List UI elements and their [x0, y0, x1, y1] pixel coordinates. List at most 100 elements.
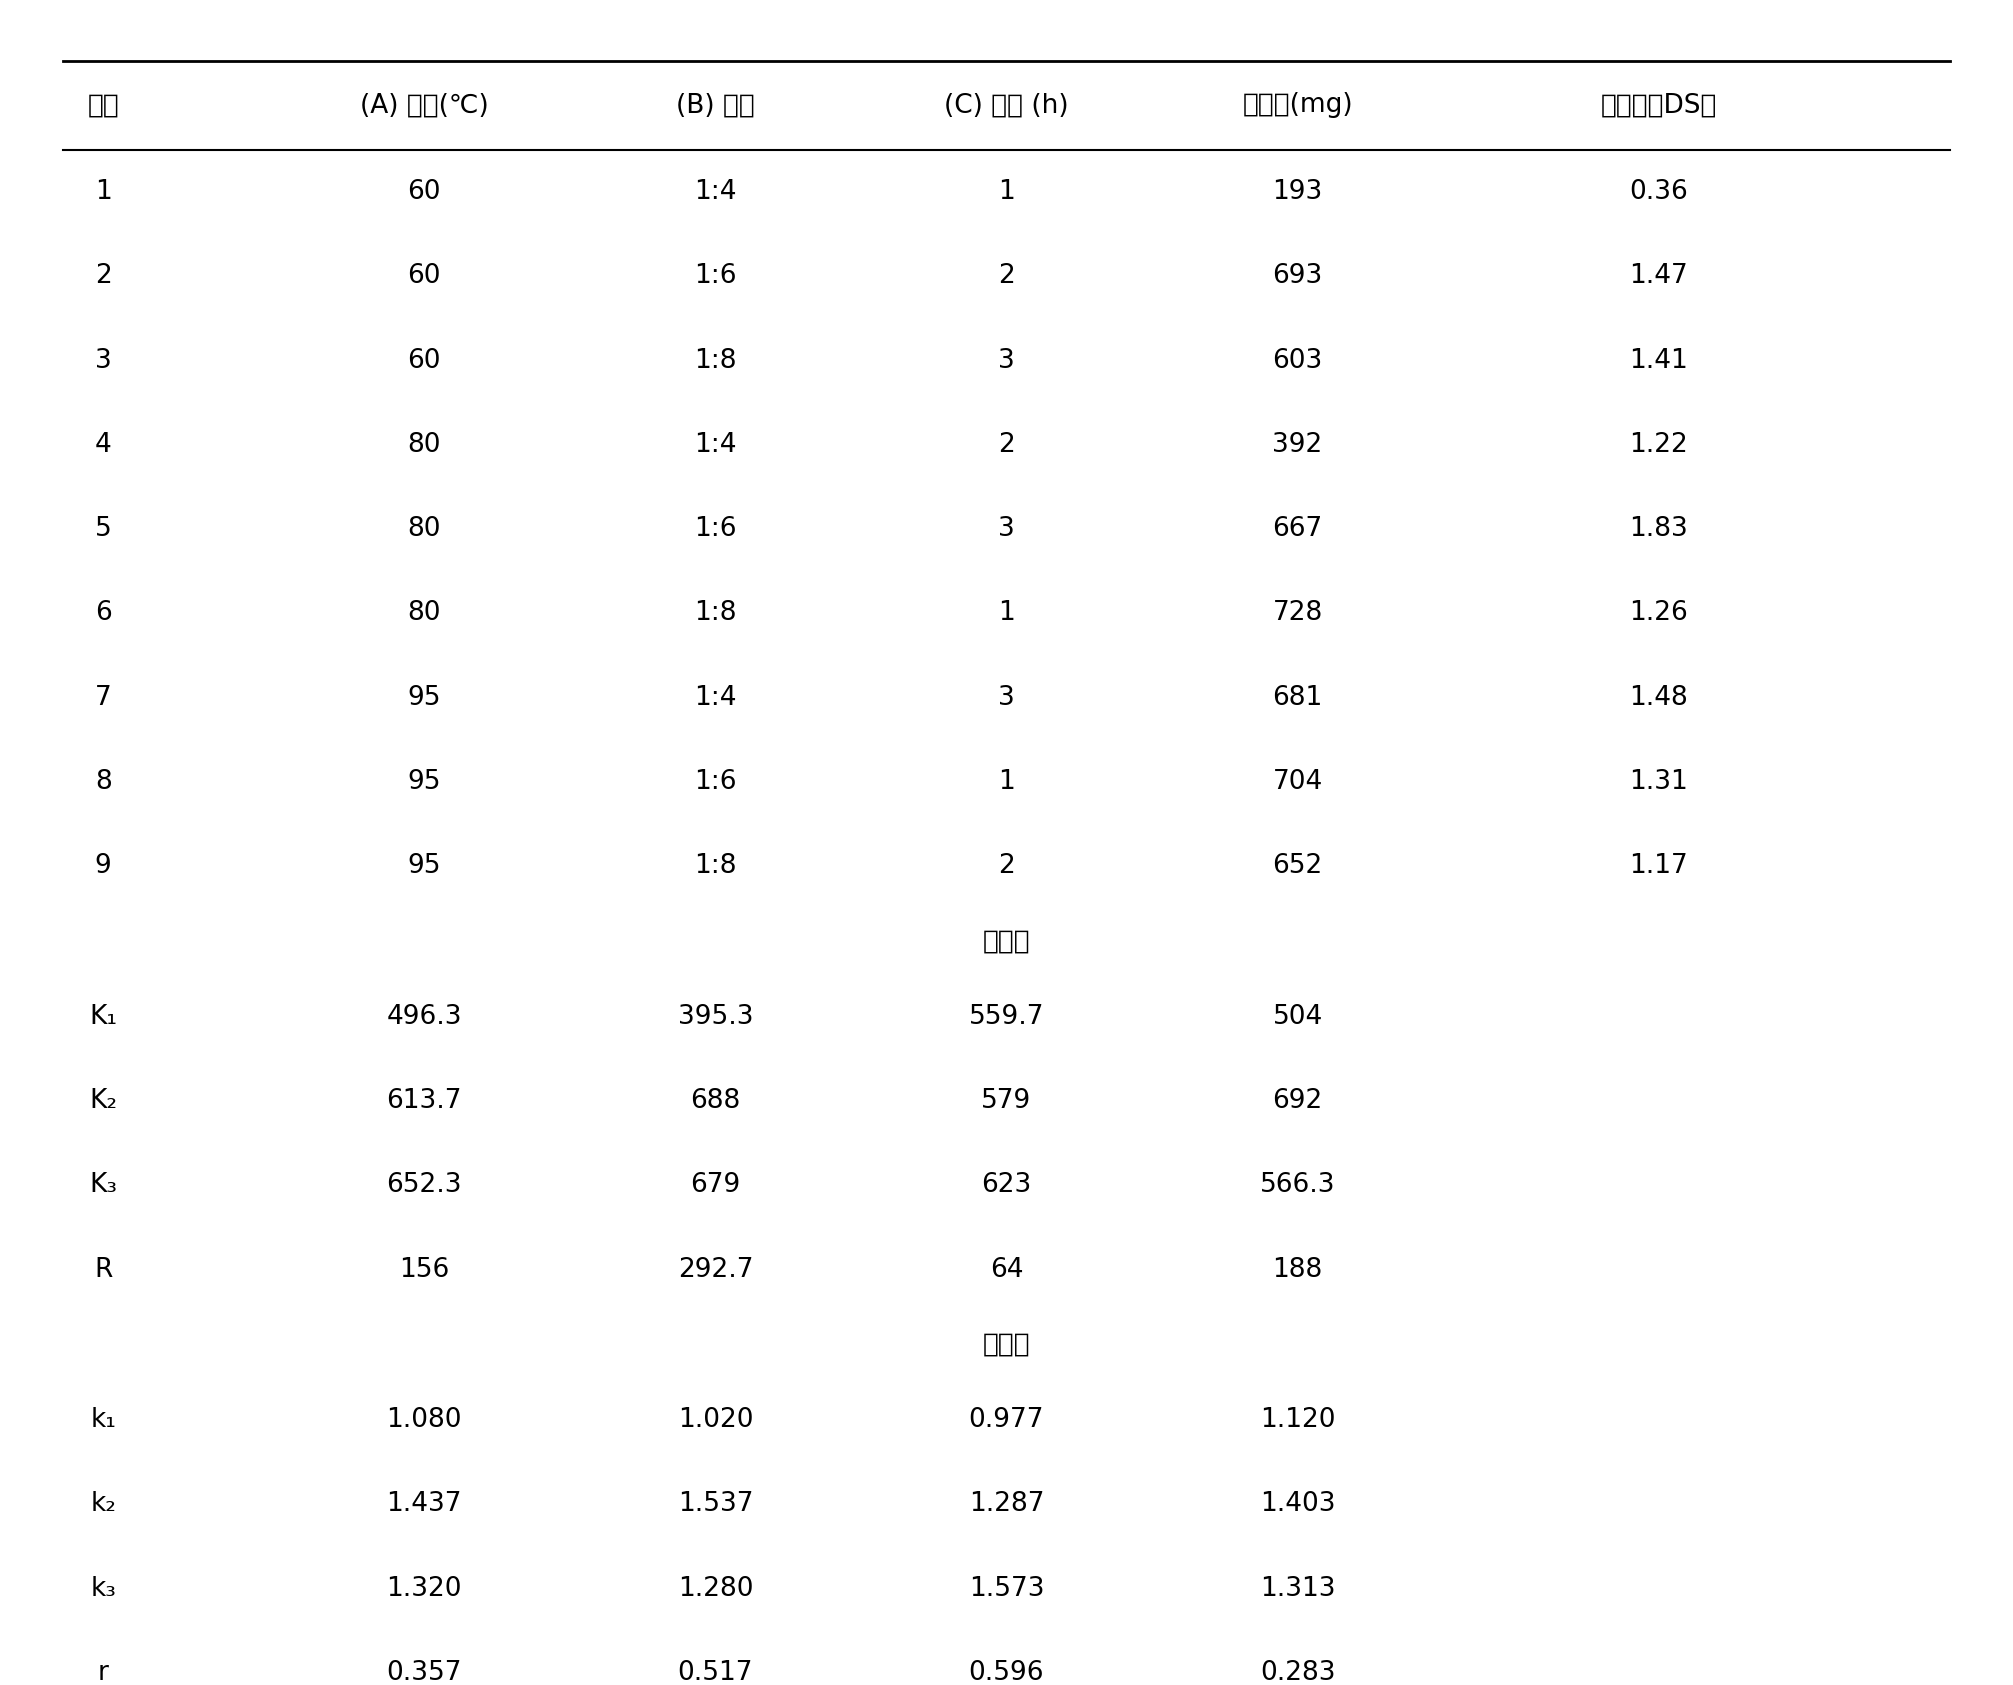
Text: 193: 193	[1272, 179, 1323, 206]
Text: 1:4: 1:4	[694, 684, 737, 711]
Text: 679: 679	[690, 1173, 741, 1198]
Text: 0.596: 0.596	[968, 1660, 1045, 1685]
Text: 688: 688	[690, 1089, 741, 1114]
Text: 1.403: 1.403	[1260, 1491, 1335, 1518]
Text: 681: 681	[1272, 684, 1323, 711]
Text: R: R	[95, 1257, 113, 1282]
Text: 2: 2	[998, 263, 1015, 290]
Text: k₂: k₂	[91, 1491, 117, 1518]
Text: 1.22: 1.22	[1631, 431, 1689, 458]
Text: 0.357: 0.357	[386, 1660, 463, 1685]
Text: 652: 652	[1272, 853, 1323, 880]
Text: 1:8: 1:8	[694, 347, 737, 374]
Text: 1: 1	[998, 600, 1015, 627]
Text: 1:4: 1:4	[694, 431, 737, 458]
Text: 1.31: 1.31	[1631, 768, 1689, 795]
Text: 3: 3	[998, 347, 1015, 374]
Text: 80: 80	[407, 516, 441, 543]
Text: 64: 64	[990, 1257, 1023, 1282]
Text: 1:6: 1:6	[694, 263, 737, 290]
Text: 1.26: 1.26	[1631, 600, 1689, 627]
Text: 2: 2	[998, 853, 1015, 880]
Text: 1:4: 1:4	[694, 179, 737, 206]
Text: 3: 3	[998, 516, 1015, 543]
Text: 80: 80	[407, 431, 441, 458]
Text: k₁: k₁	[91, 1407, 117, 1432]
Text: 1.48: 1.48	[1631, 684, 1689, 711]
Text: 392: 392	[1272, 431, 1323, 458]
Text: 692: 692	[1272, 1089, 1323, 1114]
Text: 693: 693	[1272, 263, 1323, 290]
Text: 1.280: 1.280	[678, 1575, 753, 1602]
Text: 1.437: 1.437	[386, 1491, 463, 1518]
Text: 704: 704	[1272, 768, 1323, 795]
Text: 566.3: 566.3	[1260, 1173, 1335, 1198]
Text: 188: 188	[1272, 1257, 1323, 1282]
Text: 95: 95	[407, 684, 441, 711]
Text: 1:6: 1:6	[694, 516, 737, 543]
Text: 1:8: 1:8	[694, 600, 737, 627]
Text: 1.573: 1.573	[968, 1575, 1045, 1602]
Text: 2: 2	[998, 431, 1015, 458]
Text: 623: 623	[982, 1173, 1031, 1198]
Text: 4: 4	[95, 431, 111, 458]
Text: 0.517: 0.517	[678, 1660, 753, 1685]
Text: 1.17: 1.17	[1631, 853, 1689, 880]
Text: 9: 9	[95, 853, 111, 880]
Text: 取代度: 取代度	[982, 1331, 1031, 1358]
Text: 7: 7	[95, 684, 111, 711]
Text: K₂: K₂	[89, 1089, 117, 1114]
Text: 0.977: 0.977	[968, 1407, 1045, 1432]
Text: 728: 728	[1272, 600, 1323, 627]
Text: r: r	[99, 1660, 109, 1685]
Text: 1: 1	[998, 179, 1015, 206]
Text: 3: 3	[95, 347, 111, 374]
Text: K₁: K₁	[89, 1004, 117, 1030]
Text: (C) 时间 (h): (C) 时间 (h)	[944, 93, 1069, 118]
Text: 603: 603	[1272, 347, 1323, 374]
Text: 559.7: 559.7	[968, 1004, 1045, 1030]
Text: 取代度（DS）: 取代度（DS）	[1600, 93, 1717, 118]
Text: 95: 95	[407, 853, 441, 880]
Text: 60: 60	[407, 179, 441, 206]
Text: 1.020: 1.020	[678, 1407, 753, 1432]
Text: 156: 156	[399, 1257, 449, 1282]
Text: 613.7: 613.7	[386, 1089, 463, 1114]
Text: 3: 3	[998, 684, 1015, 711]
Text: 1.83: 1.83	[1631, 516, 1689, 543]
Text: 80: 80	[407, 600, 441, 627]
Text: (A) 温度(℃): (A) 温度(℃)	[360, 93, 489, 118]
Text: K₃: K₃	[89, 1173, 117, 1198]
Text: 652.3: 652.3	[386, 1173, 463, 1198]
Text: 8: 8	[95, 768, 111, 795]
Text: 编号: 编号	[87, 93, 119, 118]
Text: 5: 5	[95, 516, 111, 543]
Text: 496.3: 496.3	[386, 1004, 463, 1030]
Text: 60: 60	[407, 263, 441, 290]
Text: 产物量: 产物量	[982, 928, 1031, 955]
Text: 1.537: 1.537	[678, 1491, 753, 1518]
Text: 667: 667	[1272, 516, 1323, 543]
Text: 579: 579	[982, 1089, 1031, 1114]
Text: 2: 2	[95, 263, 111, 290]
Text: (B) 配比: (B) 配比	[676, 93, 755, 118]
Text: 1.287: 1.287	[968, 1491, 1045, 1518]
Text: 1.47: 1.47	[1631, 263, 1689, 290]
Text: 1.41: 1.41	[1631, 347, 1689, 374]
Text: 1.320: 1.320	[386, 1575, 463, 1602]
Text: 1.313: 1.313	[1260, 1575, 1335, 1602]
Text: 1:6: 1:6	[694, 768, 737, 795]
Text: 0.36: 0.36	[1631, 179, 1689, 206]
Text: 395.3: 395.3	[678, 1004, 753, 1030]
Text: k₃: k₃	[91, 1575, 117, 1602]
Text: 产物量(mg): 产物量(mg)	[1242, 93, 1353, 118]
Text: 60: 60	[407, 347, 441, 374]
Text: 1: 1	[998, 768, 1015, 795]
Text: 95: 95	[407, 768, 441, 795]
Text: 0.283: 0.283	[1260, 1660, 1335, 1685]
Text: 1: 1	[95, 179, 111, 206]
Text: 1.080: 1.080	[386, 1407, 463, 1432]
Text: 292.7: 292.7	[678, 1257, 753, 1282]
Text: 1:8: 1:8	[694, 853, 737, 880]
Text: 1.120: 1.120	[1260, 1407, 1335, 1432]
